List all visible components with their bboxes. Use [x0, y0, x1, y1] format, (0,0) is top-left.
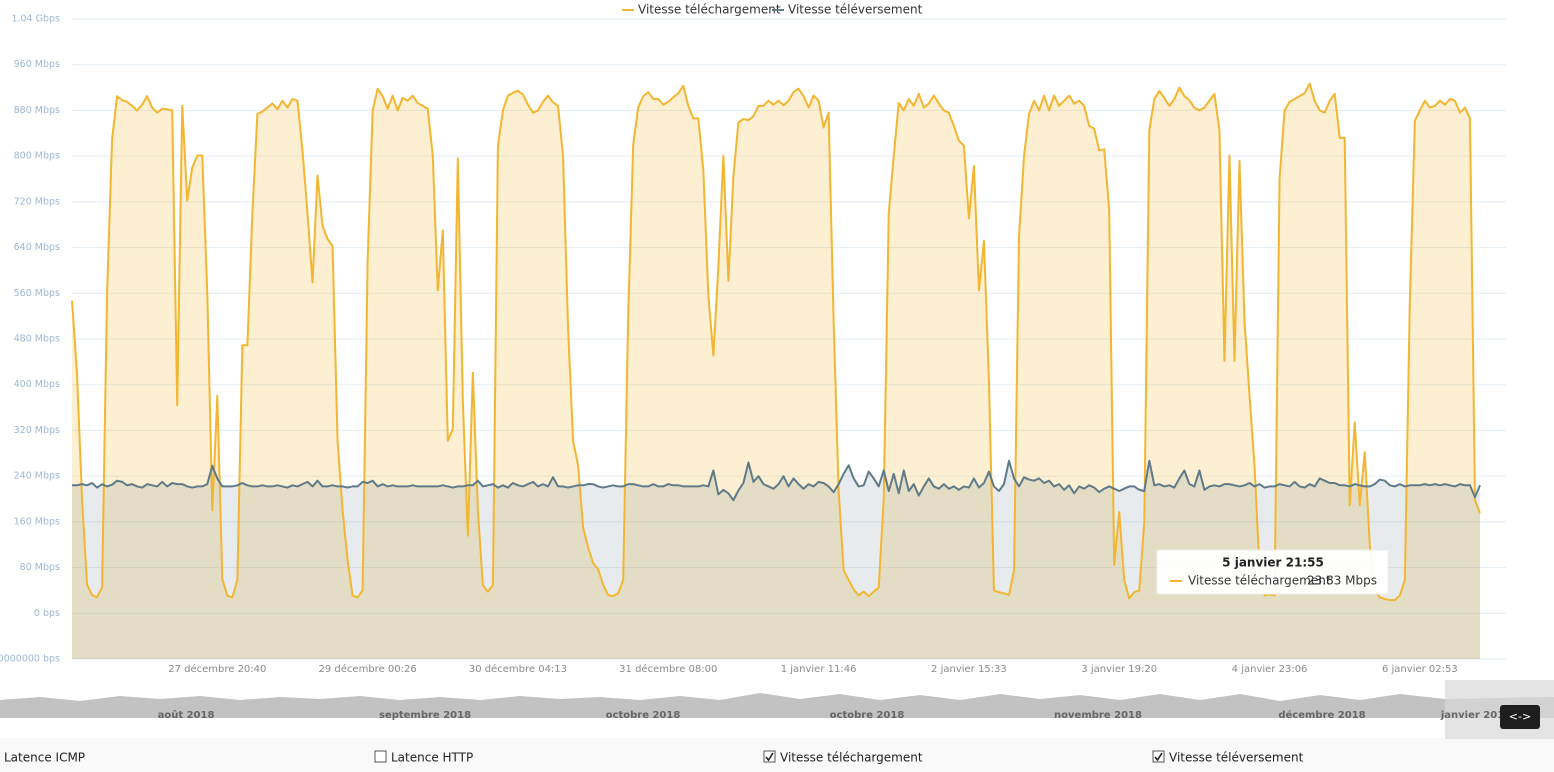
x-tick-label: 3 janvier 19:20	[1081, 664, 1157, 675]
controls-bar	[0, 738, 1554, 772]
y-tick-label: 1.04 Gbps	[11, 14, 60, 25]
y-tick-label: 240 Mbps	[14, 471, 60, 482]
navigator-label: septembre 2018	[379, 710, 471, 721]
y-tick-label: 640 Mbps	[14, 242, 60, 253]
navigator-label: août 2018	[158, 709, 215, 721]
navigator-label: janvier 2019	[1440, 710, 1511, 721]
y-tick-label: -80000000 bps	[0, 654, 60, 665]
checkmark	[765, 752, 774, 762]
y-tick-label: 0 bps	[34, 608, 60, 619]
x-tick-label: 4 janvier 23:06	[1232, 664, 1308, 675]
checkbox-label[interactable]: Latence ICMP	[4, 751, 85, 765]
tooltip-value: 23.83 Mbps	[1307, 574, 1377, 588]
checkbox-label[interactable]: Latence HTTP	[391, 751, 473, 765]
y-tick-label: 400 Mbps	[14, 379, 60, 390]
tooltip: 5 janvier 21:55 Vitesse téléchargement 2…	[1156, 549, 1389, 595]
x-tick-label: 29 décembre 00:26	[319, 663, 417, 675]
y-tick-label: 160 Mbps	[14, 516, 60, 527]
grid: -80000000 bps 0 bps 80 Mbps 160 Mbps 240 Mbp…	[0, 14, 1506, 675]
y-tick-label: 960 Mbps	[14, 59, 60, 70]
y-tick-label: 560 Mbps	[14, 288, 60, 299]
checkbox-control[interactable]: Vitesse téléchargement	[763, 750, 923, 765]
x-tick-label: 30 décembre 04:13	[469, 663, 567, 675]
tooltip-box	[1156, 549, 1389, 595]
checkbox-control[interactable]: Latence HTTP	[374, 750, 473, 765]
tooltip-series: Vitesse téléchargement	[1188, 574, 1331, 588]
series-area	[72, 460, 1480, 659]
checkbox-control[interactable]: Vitesse téléversement	[1152, 750, 1304, 765]
checkmark	[1154, 752, 1163, 762]
navigator-button[interactable]	[1500, 705, 1540, 729]
checkbox[interactable]	[1152, 750, 1165, 763]
navigator-button-label[interactable]: <->	[1509, 710, 1531, 723]
checkbox-label[interactable]: Vitesse téléversement	[1169, 751, 1304, 765]
x-tick-label: 31 décembre 08:00	[619, 663, 717, 675]
navigator-series	[0, 693, 1554, 718]
navigator-label: octobre 2018	[606, 710, 681, 721]
navigator[interactable]: août 2018 septembre 2018 octobre 2018 octob…	[0, 680, 1554, 739]
checkbox[interactable]	[763, 750, 776, 763]
y-tick-label: 320 Mbps	[14, 425, 60, 436]
y-tick-label: 880 Mbps	[14, 105, 60, 116]
x-tick-label: 2 janvier 15:33	[931, 664, 1007, 675]
navigator-label: novembre 2018	[1054, 710, 1142, 721]
y-tick-label: 480 Mbps	[14, 334, 60, 345]
tooltip-title: 5 janvier 21:55	[1222, 556, 1324, 570]
checkbox-label[interactable]: Vitesse téléchargement	[780, 751, 923, 765]
x-tick-label: 6 janvier 02:53	[1382, 664, 1458, 675]
series-area	[72, 83, 1480, 659]
y-tick-label: 80 Mbps	[20, 562, 60, 573]
series-line	[71, 82, 1481, 602]
navigator-label: décembre 2018	[1278, 709, 1365, 721]
navigator-label: octobre 2018	[830, 710, 905, 721]
y-tick-label: 720 Mbps	[14, 196, 60, 207]
series-line	[72, 459, 1481, 502]
y-tick-label: 800 Mbps	[14, 151, 60, 162]
x-tick-label: 27 décembre 20:40	[168, 663, 266, 675]
plot	[71, 82, 1481, 659]
checkbox-control[interactable]: Latence ICMP	[0, 751, 85, 765]
x-tick-label: 1 janvier 11:46	[781, 664, 857, 675]
legend: Vitesse téléchargement Vitesse téléversem…	[622, 3, 923, 17]
legend-label[interactable]: Vitesse téléversement	[788, 3, 923, 17]
checkbox[interactable]	[374, 750, 387, 763]
legend-label[interactable]: Vitesse téléchargement	[638, 3, 781, 17]
